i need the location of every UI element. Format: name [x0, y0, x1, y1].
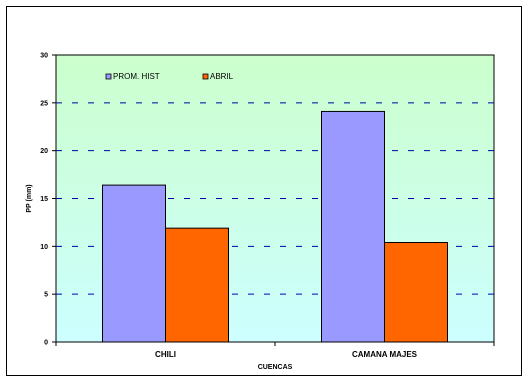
x-axis-categories: CHILI CAMANA MAJES	[55, 342, 495, 359]
bar	[321, 110, 385, 343]
legend-swatch	[202, 73, 209, 80]
bar	[384, 242, 448, 343]
y-tick-label: 0	[44, 340, 48, 347]
x-category-label: CAMANA MAJES	[352, 350, 418, 359]
y-axis-label: PP (mm)	[26, 184, 33, 212]
y-axis-ticks: 0 5 10 15 20 25 30	[40, 53, 56, 347]
bar	[102, 184, 166, 343]
x-axis-label: CUENCAS	[258, 364, 293, 371]
bars	[102, 110, 448, 343]
y-tick-label: 5	[44, 292, 48, 299]
y-tick-label: 10	[40, 244, 48, 251]
y-tick-label: 30	[40, 53, 48, 60]
y-tick-label: 25	[40, 100, 48, 107]
y-tick-label: 20	[40, 148, 48, 155]
legend-label: ABRIL	[210, 72, 234, 81]
legend: PROM. HIST ABRIL	[105, 72, 234, 81]
y-tick-label: 15	[40, 196, 48, 203]
bar	[165, 227, 229, 343]
legend-label: PROM. HIST	[113, 72, 160, 81]
legend-swatch	[105, 73, 112, 80]
x-category-label: CHILI	[155, 350, 176, 359]
